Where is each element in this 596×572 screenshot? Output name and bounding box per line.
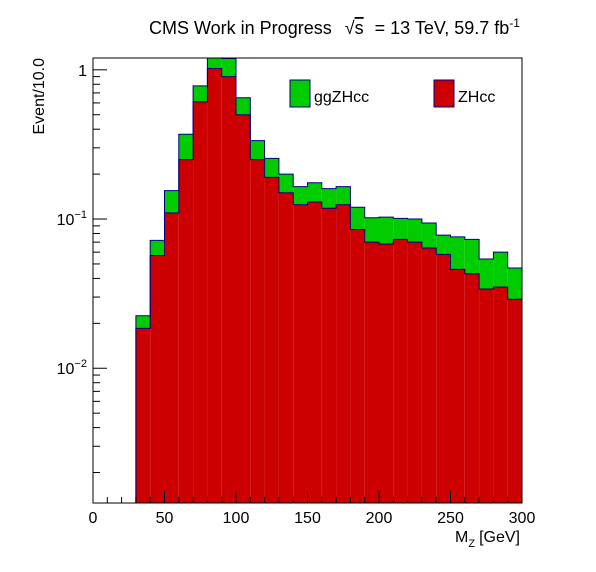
bar-ZHcc xyxy=(464,273,480,503)
bar-ZHcc xyxy=(336,204,351,503)
bar-ZHcc xyxy=(436,254,451,503)
bar-ggZHcc xyxy=(336,186,351,205)
bar-ZHcc xyxy=(207,68,222,503)
y-tick-label: 10−2 xyxy=(57,358,87,378)
bar-ggZHcc xyxy=(507,267,522,300)
bar-ggZHcc xyxy=(264,158,279,178)
bar-ggZHcc xyxy=(221,58,236,77)
bar-ggZHcc xyxy=(407,219,422,243)
bar-ggZHcc xyxy=(393,218,408,240)
bar-ZHcc xyxy=(350,229,365,503)
bar-ggZHcc xyxy=(350,207,365,230)
y-axis-ticks: 1 10−1 10−2 xyxy=(57,63,107,474)
bar-ZHcc xyxy=(264,177,279,503)
bar-ZHcc xyxy=(278,192,294,503)
bar-ZHcc xyxy=(493,287,508,503)
x-tick-label: 250 xyxy=(437,510,464,527)
legend-swatch-ggZHcc xyxy=(289,79,311,108)
bar-ZHcc xyxy=(135,328,151,503)
bar-ggZHcc xyxy=(379,217,394,245)
bar-ZHcc xyxy=(164,212,179,503)
outline-total xyxy=(135,58,522,503)
bar-ggZHcc xyxy=(321,188,337,209)
bar-ggZHcc xyxy=(135,315,151,329)
y-tick-label: 1 xyxy=(78,63,87,80)
legend-swatch-ZHcc xyxy=(433,79,455,108)
legend-label-ZHcc: ZHcc xyxy=(458,89,495,106)
x-tick-label: 300 xyxy=(509,510,536,527)
bar-ZHcc xyxy=(450,269,465,503)
legend: ggZHcc ZHcc xyxy=(289,79,495,108)
x-tick-label: 0 xyxy=(89,510,98,527)
bar-ggZHcc xyxy=(464,239,480,274)
bar-ggZHcc xyxy=(293,186,308,205)
x-axis-label: MZ [GeV] xyxy=(455,529,520,550)
bar-ZHcc xyxy=(193,101,208,503)
bar-ZHcc xyxy=(293,204,308,503)
bar-ZHcc xyxy=(379,244,394,503)
outline-ZHcc xyxy=(135,68,522,503)
bar-ZHcc xyxy=(178,159,194,503)
y-tick-label: 10−1 xyxy=(57,209,87,229)
bar-ggZHcc xyxy=(150,240,165,256)
bar-ggZHcc xyxy=(421,223,437,248)
bar-ZHcc xyxy=(364,242,379,503)
x-tick-label: 100 xyxy=(223,510,250,527)
bar-ggZHcc xyxy=(207,58,222,69)
bar-ggZHcc xyxy=(479,258,494,289)
bar-ggZHcc xyxy=(236,97,251,115)
bar-ZHcc xyxy=(236,114,251,503)
bar-ggZHcc xyxy=(278,174,294,193)
bar-ZHcc xyxy=(407,242,422,503)
bar-ZHcc xyxy=(421,247,437,503)
x-axis-ticks: 0 50 100 150 200 250 300 xyxy=(89,491,536,527)
bar-ggZHcc xyxy=(493,252,508,288)
legend-label-ggZHcc: ggZHcc xyxy=(314,89,369,106)
bar-ggZHcc xyxy=(436,235,451,255)
x-tick-label: 50 xyxy=(156,510,174,527)
bar-ggZHcc xyxy=(250,140,265,160)
histogram-bars xyxy=(135,58,522,503)
chart-title: CMS Work in Progress √s = 13 TeV, 59.7 f… xyxy=(149,16,520,38)
bar-ZHcc xyxy=(250,159,265,503)
bar-ggZHcc xyxy=(450,236,465,270)
x-tick-label: 150 xyxy=(294,510,321,527)
bar-ZHcc xyxy=(150,255,165,503)
bar-ZHcc xyxy=(507,299,522,503)
bar-ggZHcc xyxy=(364,217,379,243)
x-tick-label: 200 xyxy=(366,510,393,527)
bar-ggZHcc xyxy=(193,85,208,102)
bar-ZHcc xyxy=(221,76,236,503)
y-axis-label: Event/10.0 xyxy=(31,58,48,135)
bar-ZHcc xyxy=(321,208,337,503)
bar-ggZHcc xyxy=(164,190,179,213)
bar-ZHcc xyxy=(479,288,494,503)
bar-ggZHcc xyxy=(178,134,194,160)
bar-ggZHcc xyxy=(307,182,322,203)
bar-group xyxy=(135,58,522,503)
bar-ZHcc xyxy=(393,239,408,503)
bar-ZHcc xyxy=(307,202,322,503)
